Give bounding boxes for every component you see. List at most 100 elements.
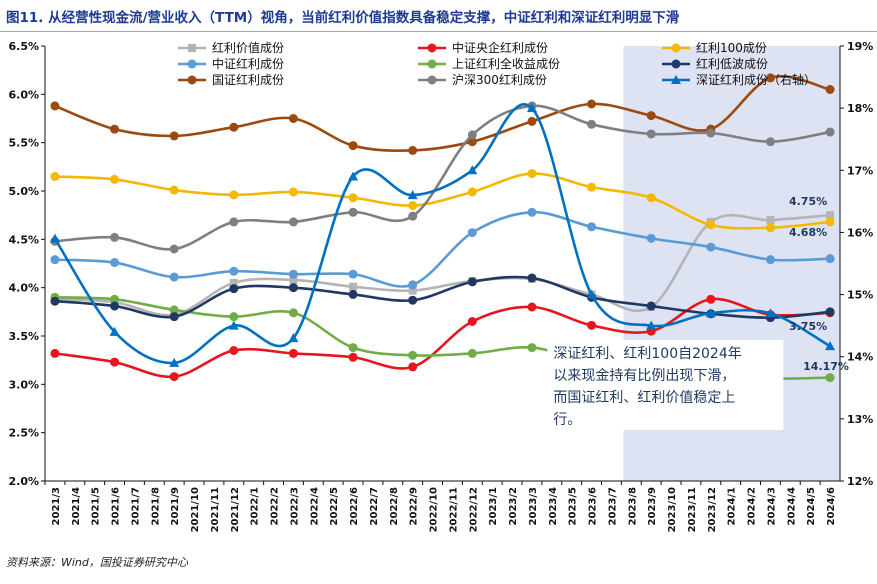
x-tick-label: 2022/5 (329, 487, 340, 525)
right-axis-ticks: 12% 13% 14% 15% 16% 17% 18% 19% (840, 40, 873, 488)
data-point (765, 223, 775, 233)
right-tick-label: 14% (847, 351, 873, 364)
x-tick-label: 2023/4 (548, 487, 559, 525)
legend-label: 深证红利成份（右轴） (696, 72, 816, 87)
data-point (705, 308, 716, 318)
data-label: 3.75% (789, 320, 827, 333)
data-point (348, 289, 358, 299)
x-tick-label: 2023/8 (627, 487, 638, 525)
data-point (109, 326, 120, 336)
data-point (765, 73, 775, 83)
x-axis-ticks: 2021/3 2021/4 2021/5 2021/6 2021/7 2021/8 2021… (44, 481, 837, 532)
data-point (348, 352, 358, 362)
data-point (467, 317, 477, 326)
data-point (348, 141, 358, 151)
data-point (646, 233, 656, 243)
x-tick-label: 2021/7 (130, 487, 141, 525)
data-point (229, 278, 238, 287)
data-point (288, 269, 298, 279)
data-point (825, 85, 835, 94)
data-point (587, 222, 597, 232)
x-tick-label: 2022/10 (429, 487, 440, 532)
data-point (825, 373, 835, 383)
data-point (110, 294, 120, 304)
data-point (50, 172, 60, 181)
data-point (527, 273, 537, 283)
x-tick-label: 2022/6 (349, 487, 360, 525)
x-tick-label: 2021/6 (111, 487, 122, 525)
x-tick-label: 2022/8 (389, 487, 400, 525)
right-tick-label: 12% (847, 475, 873, 488)
data-point (467, 348, 477, 358)
data-point (825, 307, 835, 317)
data-point (706, 294, 716, 304)
right-tick-label: 15% (847, 289, 873, 302)
data-point (825, 217, 835, 227)
data-point (587, 182, 597, 192)
data-point (527, 302, 537, 312)
data-point (586, 289, 597, 299)
data-point (229, 312, 239, 322)
data-point (527, 207, 537, 217)
data-point (646, 129, 656, 139)
x-tick-label: 2022/7 (369, 487, 380, 525)
series-line (54, 210, 831, 288)
data-point (288, 348, 298, 358)
x-tick-label: 2021/11 (210, 487, 221, 532)
data-point (110, 301, 120, 311)
data-point (229, 122, 239, 132)
x-tick-label: 2021/4 (71, 487, 82, 525)
data-point (587, 119, 597, 129)
series-3 (50, 207, 835, 290)
data-point (348, 343, 358, 353)
data-point (50, 101, 60, 111)
series-lines (49, 73, 836, 384)
legend-swatch-marker (427, 59, 437, 69)
series-line (54, 297, 831, 378)
left-tick-label: 3.5% (8, 330, 39, 343)
x-tick-label: 2023/1 (488, 487, 499, 525)
left-tick-label: 3.0% (8, 378, 39, 391)
data-point (408, 295, 418, 305)
x-tick-label: 2022/1 (250, 487, 261, 525)
data-point (646, 111, 656, 121)
x-tick-label: 2022/4 (309, 487, 320, 525)
data-point (408, 280, 418, 290)
legend-label: 红利价值成份 (212, 40, 284, 55)
data-point (467, 137, 477, 147)
x-tick-label: 2023/11 (687, 487, 698, 532)
data-point (229, 190, 239, 200)
legend-label: 国证红利成份 (212, 72, 284, 87)
data-point (706, 220, 716, 230)
legend-swatch-marker (188, 44, 196, 52)
legend-item: 深证红利成份（右轴） (662, 72, 816, 87)
legend-swatch-marker (187, 75, 197, 85)
legend-swatch-marker (671, 59, 681, 69)
left-tick-label: 4.5% (8, 233, 39, 246)
annotation-line: 行。 (553, 412, 581, 428)
data-point (766, 216, 775, 224)
data-point (825, 254, 835, 264)
data-point (229, 217, 239, 227)
data-point (288, 283, 298, 293)
data-point (408, 201, 418, 210)
x-tick-label: 2021/10 (190, 487, 201, 532)
data-point (646, 320, 657, 330)
x-tick-label: 2023/10 (667, 487, 678, 532)
data-point (587, 99, 597, 109)
figure-title: 图11. 从经营性现金流/营业收入（TTM）视角，当前红利价值指数具备稳定支撑，… (6, 10, 680, 26)
legend-swatch-marker (671, 75, 681, 84)
x-tick-label: 2021/3 (51, 487, 62, 525)
data-point (527, 169, 537, 179)
data-point (348, 171, 359, 181)
data-point (110, 124, 120, 134)
data-point (169, 131, 179, 141)
data-point (169, 305, 179, 315)
title-divider (0, 31, 877, 32)
legend-swatch-marker (671, 43, 681, 53)
legend-item: 中证央企红利成份 (418, 40, 548, 55)
data-point (646, 301, 656, 311)
x-tick-label: 2021/9 (170, 487, 181, 525)
